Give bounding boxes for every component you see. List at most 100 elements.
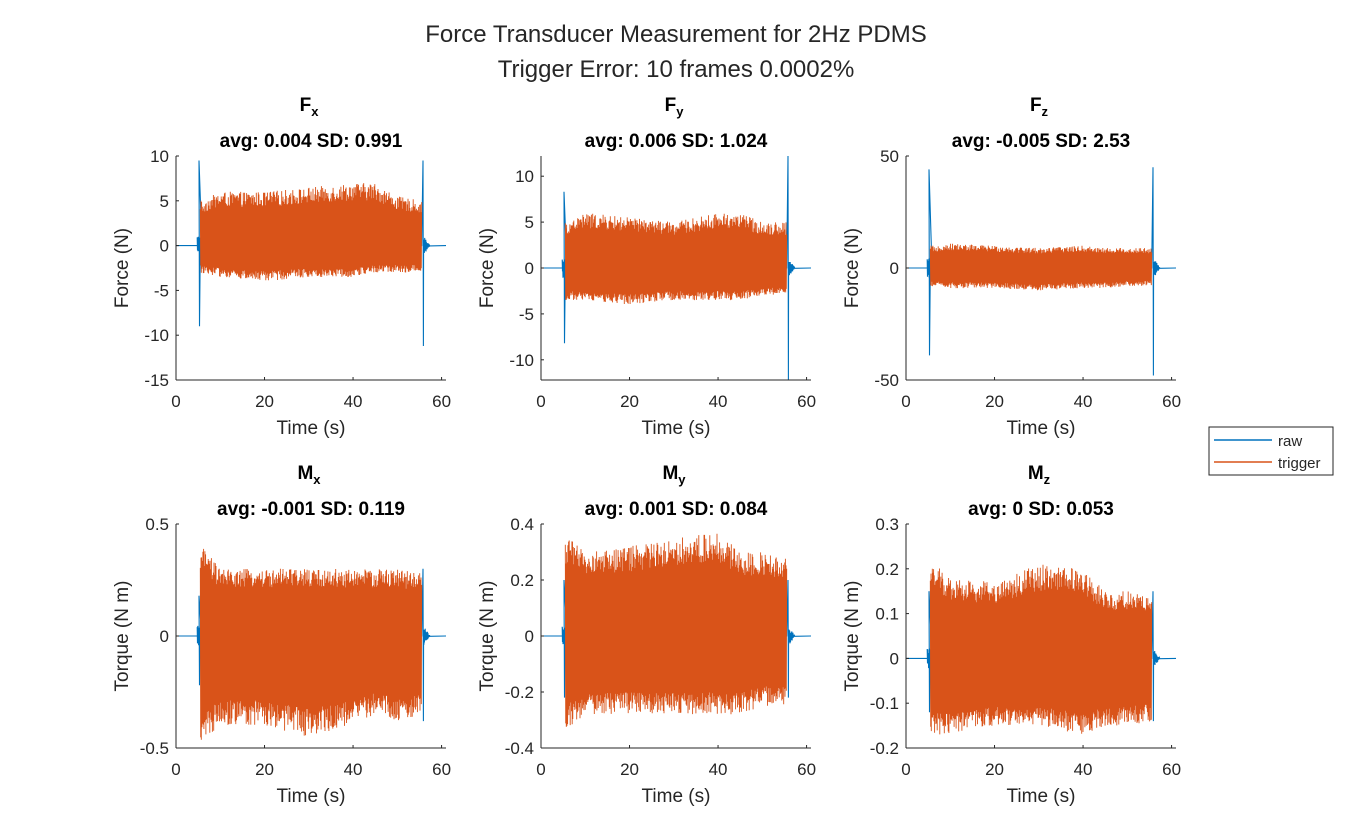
y-axis-label: Force (N): [112, 228, 133, 308]
x-tick-label: 0: [901, 760, 910, 779]
y-tick-label: -0.2: [870, 739, 899, 758]
series-raw-line: [541, 156, 811, 380]
subplot-title-main: F: [665, 95, 677, 116]
legend-label-raw: raw: [1278, 433, 1302, 450]
series-trigger-line: [199, 548, 423, 740]
x-tick-label: 20: [985, 760, 1004, 779]
series-trigger-line: [564, 533, 788, 727]
y-tick-label: 0: [890, 259, 899, 278]
series-raw-line: [541, 579, 811, 698]
series-trigger-line: [929, 564, 1153, 735]
x-axis-label: Time (s): [277, 418, 346, 439]
subplot-title-main: M: [297, 463, 313, 484]
x-axis-label: Time (s): [277, 786, 346, 807]
series-raw-line: [906, 167, 1176, 376]
subplot-4: My avg: 0.001 SD: 0.084 0 20 40 60 -0.4 -0.2 0 0.…: [477, 463, 816, 807]
y-tick-label: 0.3: [875, 515, 899, 534]
subplot-title: Mx: [297, 463, 321, 487]
subplot-title-subscript: x: [313, 472, 321, 487]
y-tick-label: 10: [515, 167, 534, 186]
y-tick-label: 0.5: [145, 515, 169, 534]
x-axis-label: Time (s): [642, 418, 711, 439]
y-tick-label: -0.2: [505, 683, 534, 702]
subplot-title: Fy: [665, 95, 685, 119]
legend: raw trigger: [1208, 426, 1334, 476]
x-tick-label: 20: [255, 392, 274, 411]
series-raw-line: [176, 160, 446, 347]
y-axis-label: Force (N): [477, 228, 498, 308]
y-tick-label: 10: [150, 147, 169, 166]
x-tick-label: 20: [255, 760, 274, 779]
x-tick-label: 60: [797, 392, 816, 411]
x-axis-label: Time (s): [642, 786, 711, 807]
subplot-title: My: [662, 463, 686, 487]
subplot-5: Mz avg: 0 SD: 0.053 0 20 40 60 -0.2 -0.1 0 0.1 0.2…: [842, 463, 1181, 807]
x-tick-label: 0: [536, 392, 545, 411]
y-tick-label: -0.4: [505, 739, 534, 758]
x-tick-label: 20: [620, 392, 639, 411]
x-tick-label: 60: [1162, 392, 1181, 411]
subplot-title-main: M: [662, 463, 678, 484]
y-axis-label: Torque (N m): [112, 581, 133, 692]
legend-label-trigger: trigger: [1278, 455, 1321, 472]
series-trigger-line: [929, 243, 1153, 291]
y-tick-label: -10: [509, 351, 534, 370]
plot-area: [906, 167, 1176, 376]
subplot-title-subscript: y: [676, 104, 684, 119]
plot-area: [906, 564, 1176, 735]
subplot-title-main: F: [300, 95, 312, 116]
y-tick-label: 0: [160, 237, 169, 256]
figure-title-line2: Trigger Error: 10 frames 0.0002%: [498, 56, 855, 83]
x-tick-label: 40: [1074, 392, 1093, 411]
x-tick-label: 60: [432, 392, 451, 411]
subplot-title-subscript: x: [311, 104, 319, 119]
x-tick-label: 60: [1162, 760, 1181, 779]
x-tick-label: 0: [171, 392, 180, 411]
y-tick-label: 0.2: [875, 560, 899, 579]
x-tick-label: 40: [1074, 760, 1093, 779]
y-tick-label: -50: [874, 371, 899, 390]
x-tick-label: 0: [536, 760, 545, 779]
x-tick-label: 40: [344, 392, 363, 411]
x-tick-label: 40: [709, 760, 728, 779]
plot-area: [176, 548, 446, 740]
subplot-title-subscript: z: [1042, 104, 1049, 119]
x-axis-label: Time (s): [1007, 786, 1076, 807]
subplot-title: Fz: [1030, 95, 1049, 119]
x-tick-label: 0: [901, 392, 910, 411]
series-trigger-line: [199, 183, 423, 281]
y-tick-label: 0: [525, 259, 534, 278]
y-tick-label: 0.4: [510, 515, 534, 534]
x-tick-label: 20: [985, 392, 1004, 411]
x-tick-label: 0: [171, 760, 180, 779]
subplot-subtitle: avg: -0.001 SD: 0.119: [217, 499, 405, 520]
y-tick-label: -0.1: [870, 694, 899, 713]
y-tick-label: 50: [880, 147, 899, 166]
y-tick-label: -5: [154, 281, 169, 300]
x-tick-label: 20: [620, 760, 639, 779]
y-axis-label: Torque (N m): [842, 581, 863, 692]
y-axis-label: Force (N): [842, 228, 863, 308]
y-tick-label: 0.2: [510, 571, 534, 590]
legend-box: [1208, 426, 1334, 476]
subplot-subtitle: avg: 0.004 SD: 0.991: [220, 131, 403, 152]
subplot-title: Fx: [300, 95, 320, 119]
x-tick-label: 40: [709, 392, 728, 411]
y-tick-label: -5: [519, 305, 534, 324]
y-tick-label: 5: [160, 192, 169, 211]
y-tick-label: 0: [890, 649, 899, 668]
series-trigger-line: [564, 213, 788, 305]
plot-area: [176, 160, 446, 347]
y-tick-label: 0.1: [875, 605, 899, 624]
x-tick-label: 60: [432, 760, 451, 779]
subplot-subtitle: avg: -0.005 SD: 2.53: [952, 131, 1130, 152]
subplot-1: Fy avg: 0.006 SD: 1.024 0 20 40 60 -10 -5 0 5 10 Ti…: [477, 95, 816, 439]
series-raw-line: [176, 568, 446, 722]
y-tick-label: -15: [144, 371, 169, 390]
y-axis-label: Torque (N m): [477, 581, 498, 692]
subplot-0: Fx avg: 0.004 SD: 0.991 0 20 40 60 -15 -10 -5 0 5 1…: [112, 95, 451, 439]
